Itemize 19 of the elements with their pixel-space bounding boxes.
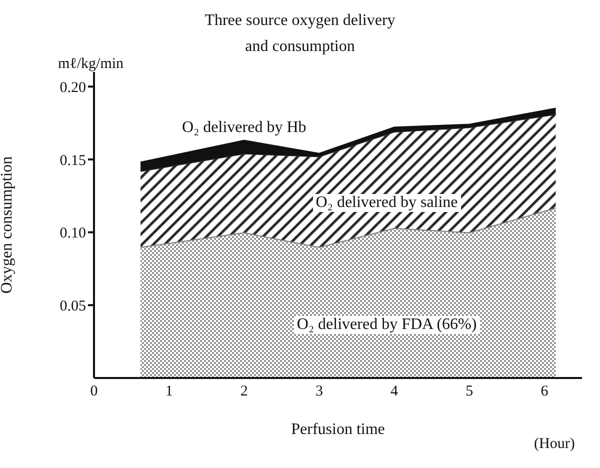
- x-axis-title: Perfusion time: [291, 421, 385, 438]
- chart-title: Three source oxygen delivery and consumption: [204, 11, 396, 55]
- x-tick-label: 2: [240, 384, 248, 400]
- y-tick-label: 0.05: [60, 298, 86, 314]
- series-label: O₂ delivered by FDA (66%): [294, 316, 480, 334]
- x-tick-label: 4: [390, 384, 399, 400]
- annotation: mℓ/kg/min: [58, 56, 124, 73]
- x-tick-label: 0: [90, 384, 98, 400]
- series-label: O₂ delivered by saline: [312, 194, 461, 212]
- text: (Hour): [534, 436, 575, 453]
- y-tick-label: 0.20: [60, 80, 86, 96]
- series-label: O₂ delivered by Hb: [181, 119, 308, 137]
- x-tick-label: 6: [540, 384, 549, 400]
- x-tick-label: 3: [315, 384, 323, 400]
- y-axis-title: Oxygen consumption: [0, 156, 16, 294]
- y-tick-label: 0.15: [60, 152, 86, 169]
- x-tick-label: 1: [165, 384, 173, 400]
- x-tick-label: 5: [466, 384, 474, 400]
- y-tick-label: 0.10: [60, 226, 86, 242]
